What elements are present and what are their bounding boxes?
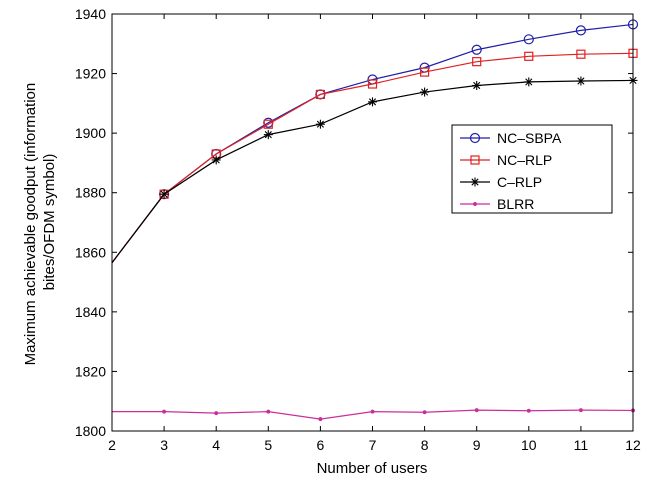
data-point-blrr bbox=[578, 408, 583, 413]
x-tick-label: 2 bbox=[108, 437, 116, 453]
data-point-blrr bbox=[318, 417, 323, 422]
data-point-blrr bbox=[162, 409, 167, 414]
data-point-blrr bbox=[474, 408, 479, 413]
label-layer: 2 3 4 5 6 7 8 9 10 11 12 1800 1820 1840 1860 1880 1900 19… bbox=[75, 6, 641, 453]
data-point-blrr bbox=[370, 409, 375, 414]
x-tick-label: 4 bbox=[212, 437, 220, 453]
data-point-blrr bbox=[266, 409, 271, 414]
data-point-c-rlp bbox=[420, 87, 430, 97]
legend-marker-blrr bbox=[472, 201, 478, 207]
data-point-c-rlp bbox=[315, 119, 325, 129]
data-point-c-rlp bbox=[159, 189, 169, 199]
x-tick-label: 7 bbox=[369, 437, 377, 453]
y-axis-title-line-2: bites/OFDM symbol) bbox=[41, 154, 58, 291]
legend-box bbox=[451, 124, 613, 214]
data-point-c-rlp bbox=[263, 130, 273, 140]
series-layer bbox=[111, 19, 639, 422]
legend-label-nc-sbpa: NC–SBPA bbox=[497, 130, 562, 146]
data-point-nc-sbpa bbox=[471, 44, 482, 55]
x-tick-label: 9 bbox=[473, 437, 481, 453]
legend-marker-nc-rlp bbox=[470, 155, 480, 165]
data-point-blrr bbox=[214, 411, 219, 416]
y-tick-label: 1840 bbox=[75, 304, 106, 320]
legend-marker-c-rlp bbox=[470, 177, 480, 187]
data-point-blrr bbox=[526, 408, 531, 413]
x-tick-label: 12 bbox=[625, 437, 641, 453]
x-tick-label: 8 bbox=[421, 437, 429, 453]
y-tick-label: 1940 bbox=[75, 6, 106, 22]
y-axis-title: Maximum achievable goodput (information … bbox=[22, 79, 58, 366]
data-point-c-rlp bbox=[472, 80, 482, 90]
data-point-nc-rlp bbox=[263, 119, 273, 129]
x-tick-label: 3 bbox=[160, 437, 168, 453]
y-tick-label: 1920 bbox=[75, 66, 106, 82]
x-tick-label: 10 bbox=[521, 437, 537, 453]
legend-label-nc-rlp: NC–RLP bbox=[497, 152, 552, 168]
x-tick-label: 5 bbox=[264, 437, 272, 453]
data-point-nc-rlp bbox=[472, 57, 482, 67]
data-point-c-rlp bbox=[576, 76, 586, 86]
y-tick-label: 1820 bbox=[75, 363, 106, 379]
tick-layer bbox=[111, 13, 634, 432]
x-axis-title: Number of users bbox=[317, 460, 428, 477]
y-axis-title-line-1: Maximum achievable goodput (information bbox=[22, 83, 39, 366]
x-tick-label: 6 bbox=[317, 437, 325, 453]
data-point-nc-sbpa bbox=[523, 34, 534, 45]
data-point-nc-rlp bbox=[315, 89, 325, 100]
data-point-blrr bbox=[422, 410, 427, 415]
legend: NC–SBPA NC–RLP C–RLP BLRR bbox=[451, 124, 613, 214]
data-point-nc-rlp bbox=[524, 51, 534, 61]
y-tick-label: 1800 bbox=[75, 423, 106, 439]
series-line-nc-rlp bbox=[111, 52, 634, 264]
legend-label-c-rlp: C–RLP bbox=[497, 174, 542, 190]
y-tick-label: 1860 bbox=[75, 244, 106, 260]
y-tick-label: 1880 bbox=[75, 185, 106, 201]
data-point-nc-rlp bbox=[420, 67, 430, 77]
data-point-c-rlp bbox=[524, 77, 534, 87]
legend-label-blrr: BLRR bbox=[497, 196, 534, 212]
data-point-nc-sbpa bbox=[575, 25, 587, 36]
data-point-nc-rlp bbox=[367, 79, 378, 89]
y-tick-label: 1900 bbox=[75, 125, 106, 141]
x-tick-label: 11 bbox=[574, 437, 589, 453]
data-point-nc-rlp bbox=[576, 49, 586, 59]
legend-marker-nc-sbpa bbox=[469, 132, 481, 144]
data-point-c-rlp bbox=[211, 155, 221, 165]
data-point-c-rlp bbox=[368, 97, 377, 107]
